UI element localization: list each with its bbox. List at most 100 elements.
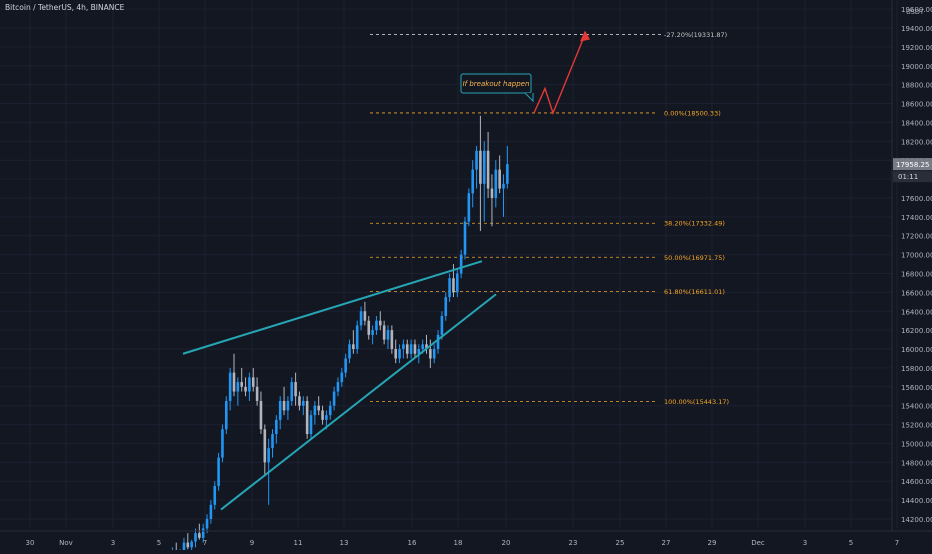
candle-body xyxy=(328,405,332,416)
candle-body xyxy=(502,183,505,189)
candle-body xyxy=(298,396,301,406)
countdown-value: 01:11 xyxy=(898,173,918,181)
candle-body xyxy=(421,344,424,350)
x-tick-label: 18 xyxy=(454,539,463,547)
fib-level-label: 50.00%(16971.75) xyxy=(664,254,725,262)
trendlines[interactable] xyxy=(182,260,497,511)
resistance-trendline xyxy=(182,260,483,355)
x-tick-label: 7 xyxy=(203,539,207,547)
y-tick-label: 17000.00 xyxy=(901,252,932,260)
candle-body xyxy=(198,533,201,538)
candle-body xyxy=(344,358,347,373)
candle-body xyxy=(286,400,290,411)
candle-body xyxy=(321,410,324,420)
x-tick-label: 23 xyxy=(569,539,578,547)
candle-body xyxy=(282,400,286,411)
y-tick-label: 16000.00 xyxy=(901,346,932,354)
current-price-label xyxy=(893,158,932,171)
candle-body xyxy=(244,386,247,392)
candle-body xyxy=(506,164,509,184)
candle-body xyxy=(467,193,471,222)
candle-body xyxy=(186,542,190,548)
candle-body xyxy=(251,377,255,387)
y-tick-label: 16800.00 xyxy=(901,271,932,279)
x-tick-label: Dec xyxy=(751,539,765,547)
candle-body xyxy=(429,349,432,359)
candle-body xyxy=(363,311,367,321)
callout-pointer xyxy=(524,92,534,103)
x-tick-label: 29 xyxy=(708,539,717,547)
y-tick-label: 17400.00 xyxy=(901,214,932,222)
candle-body xyxy=(259,400,263,430)
y-tick-label: 17200.00 xyxy=(901,233,932,241)
y-tick-label: 15200.00 xyxy=(901,422,932,430)
y-tick-label: 16400.00 xyxy=(901,308,932,316)
candle-body xyxy=(444,297,448,316)
currency-label: USDT xyxy=(906,8,924,16)
annotation-callout[interactable]: If breakout happen xyxy=(460,73,534,103)
candle-body xyxy=(379,320,382,326)
candle-body xyxy=(228,372,232,401)
y-tick-label: 19000.00 xyxy=(901,63,932,71)
candle-body xyxy=(275,419,278,435)
fib-level-label: 38.20%(17332.49) xyxy=(664,220,725,228)
candle-body xyxy=(302,400,305,406)
countdown-label xyxy=(893,171,932,183)
price-axis[interactable]: 14200.00 14400.00 14600.00 14800.00 15000.00… xyxy=(891,0,932,531)
candle-body xyxy=(440,315,444,335)
breakout-projection[interactable] xyxy=(533,30,590,116)
candle-body xyxy=(390,330,394,350)
candle-body xyxy=(417,349,421,354)
y-tick-label: 15800.00 xyxy=(901,365,932,373)
candle-body xyxy=(201,528,205,538)
x-tick-label: 3 xyxy=(111,539,115,547)
candle-body xyxy=(225,400,228,430)
x-tick-label: 11 xyxy=(294,539,303,547)
candle-body xyxy=(463,221,467,255)
fib-level-label: 100.00%(15443.17) xyxy=(664,398,729,406)
candle-body xyxy=(459,254,463,274)
y-tick-label: 18600.00 xyxy=(901,101,932,109)
y-tick-label: 16600.00 xyxy=(901,289,932,297)
candle-body xyxy=(217,457,220,486)
candle-body xyxy=(348,344,351,359)
fib-level-label: -27.20%(19331.87) xyxy=(664,31,727,39)
fib-retracement[interactable]: -27.20%(19331.87) 0.00%(18500.33) 38.20%(1… xyxy=(370,31,729,406)
time-axis[interactable]: 30 Nov 3 5 7 9 11 13 16 18 20 23 25 27 29 Dec 3 5 7 xyxy=(0,530,932,547)
candle-body xyxy=(236,382,240,392)
candle-body xyxy=(486,150,490,189)
y-tick-label: 14800.00 xyxy=(901,459,932,467)
y-tick-label: 14600.00 xyxy=(901,478,932,486)
candle-body xyxy=(263,429,267,463)
candle-body xyxy=(305,400,309,435)
x-tick-label: 25 xyxy=(616,539,625,547)
candle-body xyxy=(448,278,451,298)
x-tick-label: Nov xyxy=(59,539,73,547)
candle-body xyxy=(405,344,409,354)
candle-body xyxy=(232,372,236,392)
candle-body xyxy=(367,320,371,335)
candle-body xyxy=(402,344,405,350)
candle-body xyxy=(409,344,413,354)
candle-body xyxy=(194,533,197,542)
x-tick-label: 5 xyxy=(849,539,853,547)
candle-body xyxy=(271,434,274,449)
candle-body xyxy=(340,372,344,383)
callout-text: If breakout happen xyxy=(463,80,530,88)
x-tick-label: 20 xyxy=(502,539,511,547)
candle-body xyxy=(471,169,474,194)
callout-box xyxy=(460,73,532,94)
candle-body xyxy=(240,382,243,387)
candle-body xyxy=(317,405,320,411)
candle-body xyxy=(213,485,217,505)
candle-body xyxy=(432,349,436,359)
candle-body xyxy=(209,504,213,519)
y-tick-label: 19400.00 xyxy=(901,25,932,33)
x-tick-label: 13 xyxy=(340,539,349,547)
candle-body xyxy=(336,382,340,392)
projection-path xyxy=(533,34,586,116)
y-tick-label: 18200.00 xyxy=(901,138,932,146)
candle-body xyxy=(394,349,397,359)
